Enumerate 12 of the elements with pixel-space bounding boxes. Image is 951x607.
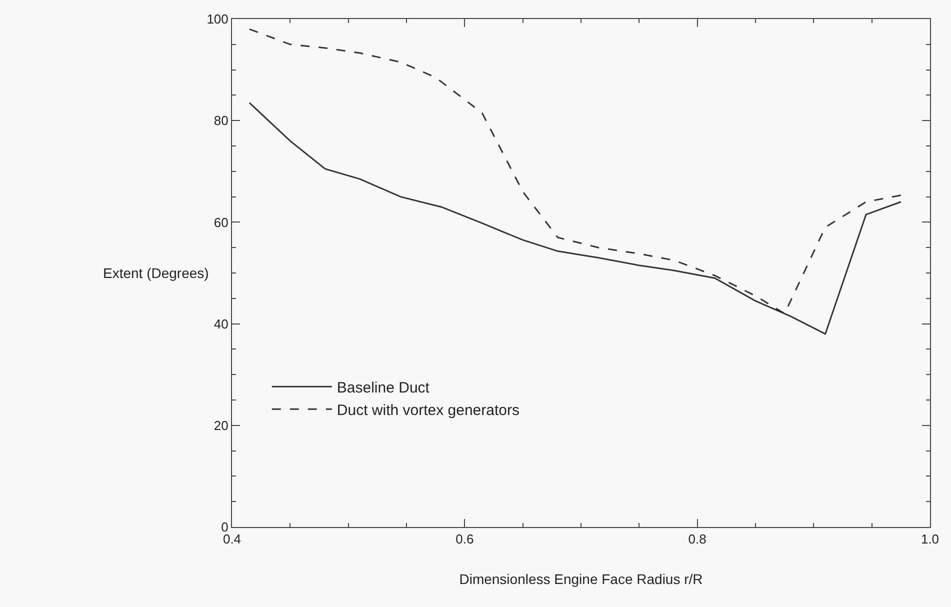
x-tick-label: 1.0 — [920, 532, 940, 547]
x-tick-label: 0.6 — [456, 532, 474, 547]
y-axis-title: Extent (Degrees) — [103, 265, 209, 281]
y-tick-label: 40 — [214, 316, 228, 332]
y-tick-label: 100 — [206, 12, 228, 27]
y-tick-label: 80 — [214, 113, 228, 128]
x-tick-label: 0.8 — [688, 532, 706, 547]
y-tick-label: 20 — [214, 418, 228, 433]
y-tick-label: 60 — [214, 214, 228, 230]
legend-label: Duct with vortex generators — [336, 402, 520, 419]
x-axis-title: Dimensionless Engine Face Radius r/R — [459, 570, 703, 587]
legend-label: Baseline Duct — [336, 380, 430, 396]
